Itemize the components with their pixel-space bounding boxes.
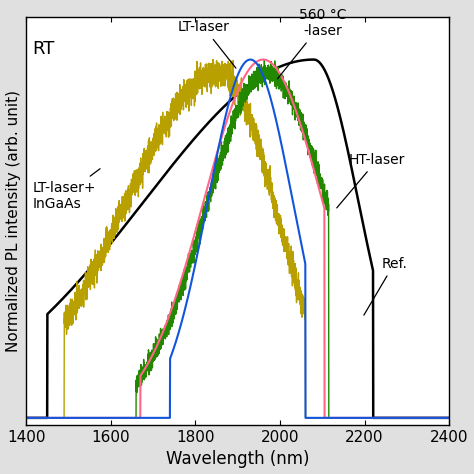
Text: RT: RT — [32, 40, 55, 58]
Text: HT-laser: HT-laser — [337, 153, 405, 208]
X-axis label: Wavelength (nm): Wavelength (nm) — [166, 450, 310, 468]
Text: LT-laser: LT-laser — [178, 20, 236, 68]
Text: LT-laser+
InGaAs: LT-laser+ InGaAs — [32, 169, 100, 211]
Y-axis label: Normalized PL intensity (arb. unit): Normalized PL intensity (arb. unit) — [6, 90, 20, 352]
Text: 560 °C
-laser: 560 °C -laser — [277, 8, 346, 79]
Text: Ref.: Ref. — [364, 257, 407, 315]
